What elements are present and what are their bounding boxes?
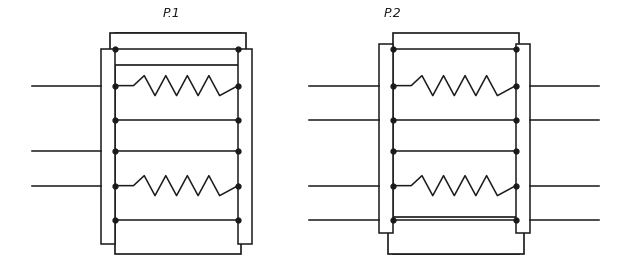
Bar [379, 44, 392, 233]
Bar [392, 33, 519, 254]
Bar [110, 33, 246, 65]
Bar [388, 217, 524, 254]
Bar [238, 49, 252, 244]
Bar [101, 49, 115, 244]
Bar [115, 33, 242, 254]
Bar [516, 44, 530, 233]
Text: P.1: P.1 [162, 7, 180, 20]
Text: P.2: P.2 [384, 7, 401, 20]
